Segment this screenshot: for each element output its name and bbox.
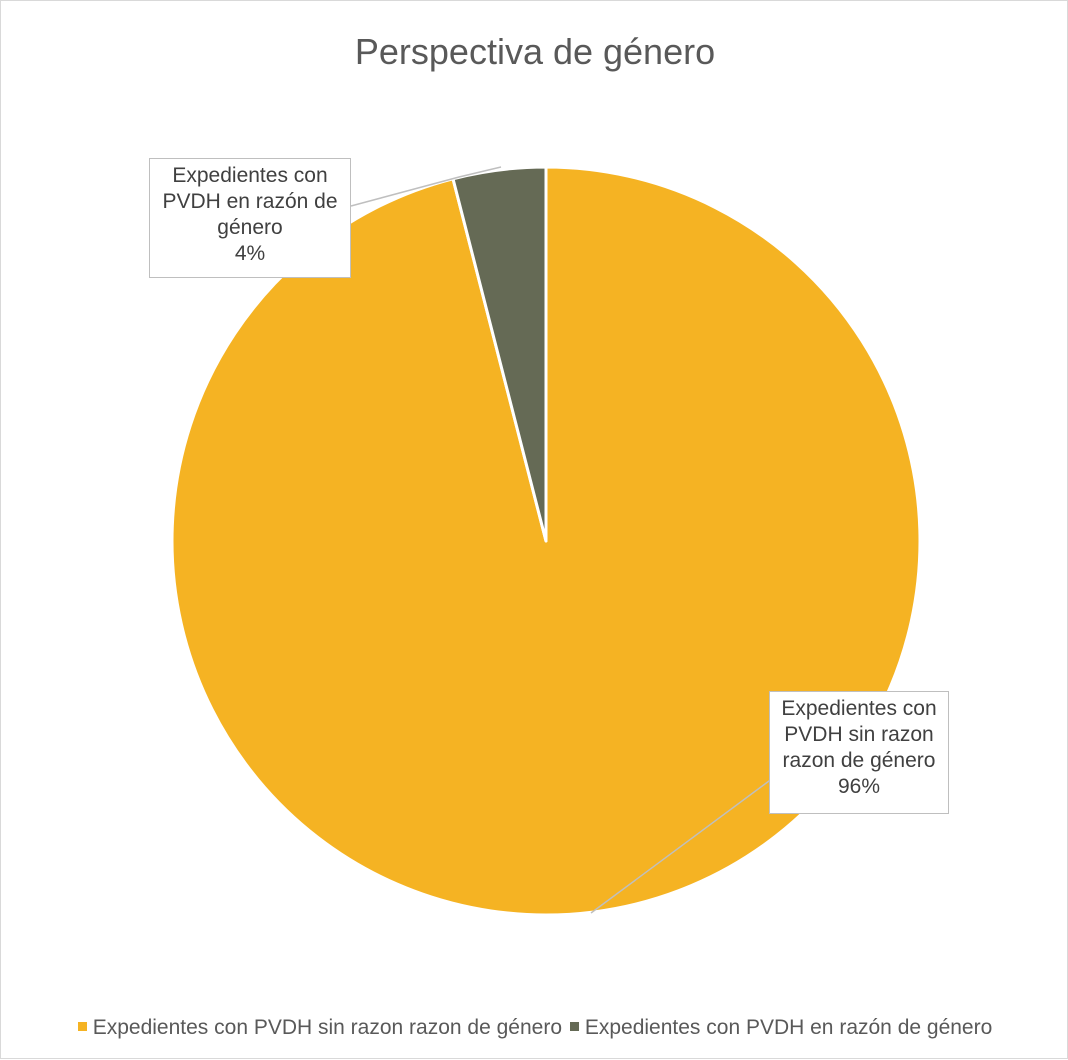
data-label-line: Expedientes con bbox=[781, 697, 937, 720]
data-label-en-razon: Expedientes con PVDH en razón de género … bbox=[149, 158, 351, 278]
legend-item-sin-razon: Expedientes con PVDH sin razon razon de … bbox=[77, 1016, 562, 1040]
leader-line-sin-razon bbox=[590, 760, 797, 914]
data-label-line: Expedientes con bbox=[172, 164, 328, 187]
chart-title: Perspectiva de género bbox=[354, 31, 716, 72]
data-label-value: 4% bbox=[234, 242, 266, 265]
data-label-line: PVDH en razón de bbox=[162, 190, 338, 213]
legend-swatch bbox=[77, 1022, 87, 1031]
data-label-sin-razon: Expedientes con PVDH sin razon razon de … bbox=[769, 691, 949, 814]
data-label-line: razon de género bbox=[782, 749, 936, 772]
legend: Expedientes con PVDH sin razon razon de … bbox=[1, 1016, 1068, 1040]
data-label-line: PVDH sin razon bbox=[784, 723, 934, 746]
legend-swatch bbox=[569, 1022, 579, 1031]
data-label-line: género bbox=[217, 216, 283, 239]
legend-label: Expedientes con PVDH sin razon razon de … bbox=[92, 1016, 562, 1039]
legend-label: Expedientes con PVDH en razón de género bbox=[584, 1016, 993, 1039]
legend-item-en-razon: Expedientes con PVDH en razón de género bbox=[569, 1016, 993, 1040]
data-label-value: 96% bbox=[837, 775, 881, 798]
leader-line-en-razon bbox=[350, 166, 502, 207]
